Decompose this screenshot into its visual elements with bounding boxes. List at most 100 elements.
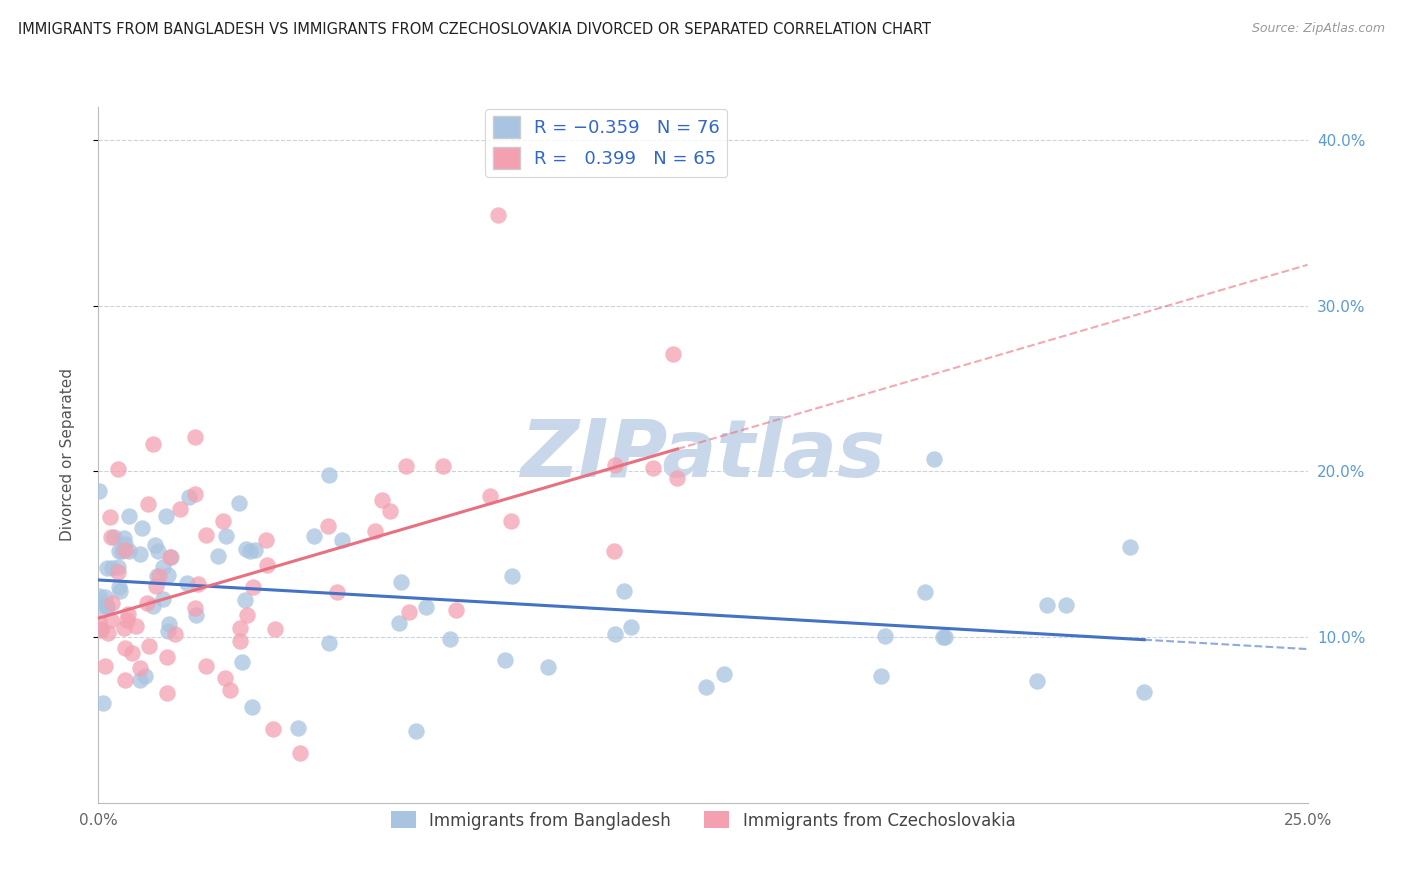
Point [398,605,420,619]
Point [114,537,136,551]
Point [107,560,129,574]
Point [184,600,207,615]
Point [242,580,264,594]
Point [389,574,412,589]
Point [90,622,112,636]
Point [405,724,427,739]
Point [124,619,146,633]
Point [662,347,685,361]
Point [330,533,353,547]
Point [302,529,325,543]
Text: IMMIGRANTS FROM BANGLADESH VS IMMIGRANTS FROM CZECHOSLOVAKIA DIVORCED OR SEPARAT: IMMIGRANTS FROM BANGLADESH VS IMMIGRANTS… [18,22,931,37]
Point [128,673,150,687]
Point [108,580,131,594]
Point [87,589,110,603]
Point [603,543,626,558]
Point [364,524,387,539]
Point [934,630,956,644]
Point [157,568,180,582]
Point [240,699,263,714]
Point [156,686,179,700]
Point [262,722,284,736]
Point [90,623,112,637]
Point [143,538,166,552]
Point [228,496,250,510]
Point [114,641,136,656]
Point [501,569,523,583]
Point [494,652,516,666]
Point [245,543,267,558]
Point [239,543,262,558]
Point [233,593,256,607]
Point [870,669,893,683]
Point [1025,673,1047,688]
Point [176,575,198,590]
Point [152,559,174,574]
Point [214,671,236,685]
Point [288,747,311,761]
Point [138,639,160,653]
Point [231,655,253,669]
Point [432,458,454,473]
Point [114,673,136,688]
Point [155,509,177,524]
Point [479,489,502,503]
Point [603,458,626,472]
Point [235,542,257,557]
Point [1054,598,1077,612]
Point [112,621,135,635]
Point [207,549,229,564]
Point [263,622,285,636]
Point [156,624,179,639]
Point [110,584,132,599]
Point [695,680,717,694]
Point [91,696,114,710]
Point [318,468,340,483]
Point [100,530,122,544]
Point [165,626,187,640]
Point [136,498,159,512]
Point [145,568,167,582]
Point [536,660,558,674]
Point [318,636,340,650]
Point [1133,685,1156,699]
Point [316,519,339,533]
Point [112,531,135,545]
Point [713,667,735,681]
Point [439,632,461,646]
Point [256,558,278,572]
Point [388,615,411,630]
Point [108,543,131,558]
Point [184,486,207,500]
Point [118,509,141,524]
Point [96,599,118,614]
Point [111,544,134,558]
Point [254,533,277,547]
Point [486,208,509,222]
Point [96,560,118,574]
Point [117,544,139,558]
Point [169,502,191,516]
Point [613,584,636,599]
Point [156,650,179,665]
Point [641,461,664,475]
Point [184,607,207,622]
Point [924,452,946,467]
Point [148,569,170,583]
Point [128,547,150,561]
Point [117,607,139,621]
Point [499,514,522,528]
Point [218,682,240,697]
Point [184,430,207,444]
Point [415,599,437,614]
Point [177,490,200,504]
Point [115,613,138,627]
Point [159,549,181,564]
Point [101,596,124,610]
Point [605,627,627,641]
Point [94,658,117,673]
Point [1036,598,1059,612]
Text: Source: ZipAtlas.com: Source: ZipAtlas.com [1251,22,1385,36]
Point [914,585,936,599]
Point [103,530,125,544]
